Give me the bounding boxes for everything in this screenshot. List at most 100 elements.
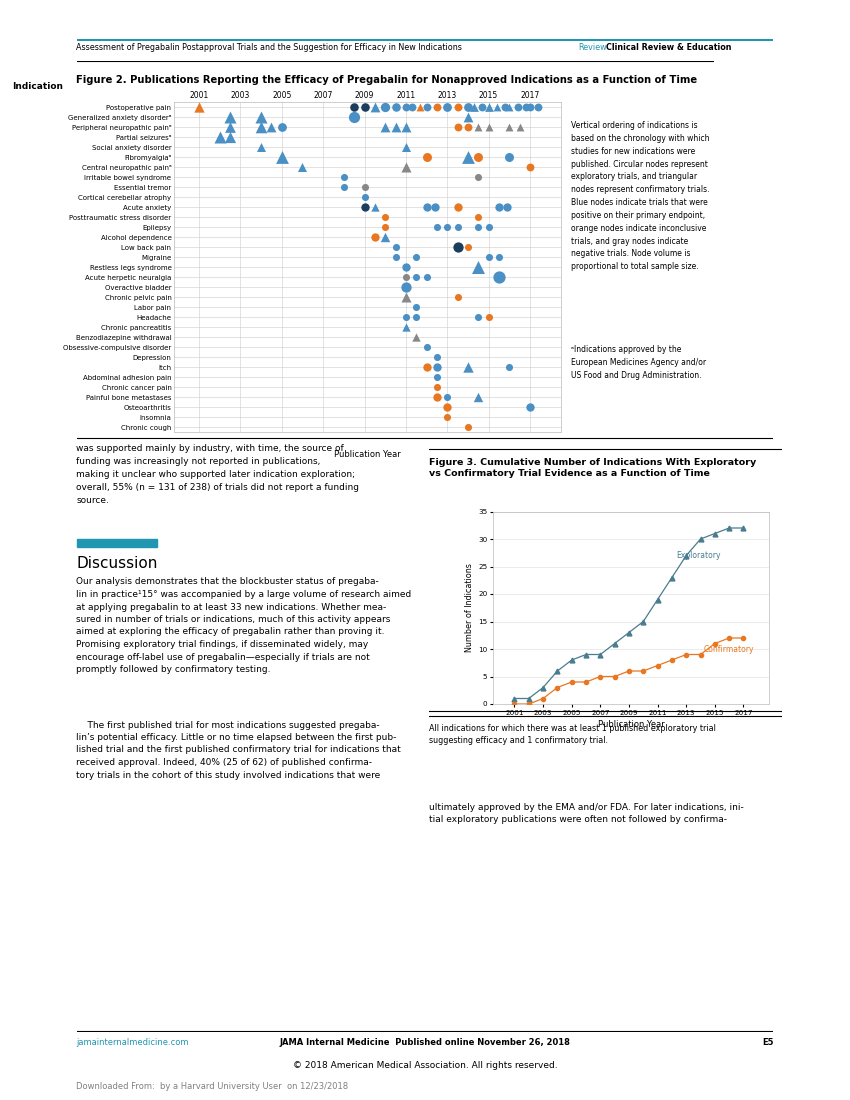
Point: [450, 288, 464, 306]
Point: [482, 219, 496, 236]
Point: [482, 249, 496, 266]
Point: [450, 219, 464, 236]
Text: Publication Year: Publication Year: [334, 451, 401, 460]
Point: [450, 99, 464, 117]
Point: [400, 268, 413, 286]
Point: [472, 148, 485, 166]
Text: Discussion: Discussion: [76, 557, 158, 571]
Point: [440, 408, 454, 426]
Point: [400, 288, 413, 306]
Point: [410, 268, 423, 286]
Text: jamainternalmedicine.com: jamainternalmedicine.com: [76, 1038, 189, 1047]
Text: All indications for which there was at least 1 published exploratory trial
sugge: All indications for which there was at l…: [429, 724, 716, 746]
Point: [410, 249, 423, 266]
Point: [492, 198, 506, 216]
Point: [378, 219, 392, 236]
Point: [502, 119, 516, 136]
Point: [430, 219, 444, 236]
Text: ᵃIndications approved by the
European Medicines Agency and/or
US Food and Drug A: ᵃIndications approved by the European Me…: [571, 344, 706, 380]
Point: [492, 249, 506, 266]
Point: [405, 99, 419, 117]
Point: [224, 129, 237, 146]
Point: [440, 99, 454, 117]
Text: Confirmatory: Confirmatory: [704, 645, 754, 653]
Text: Figure 2. Publications Reporting the Efficacy of Pregabalin for Nonapproved Indi: Figure 2. Publications Reporting the Eff…: [76, 76, 698, 86]
Point: [430, 388, 444, 406]
Point: [472, 308, 485, 326]
Point: [476, 99, 490, 117]
Point: [440, 388, 454, 406]
Point: [502, 359, 516, 376]
Point: [420, 198, 434, 216]
Point: [420, 268, 434, 286]
Point: [254, 119, 268, 136]
Point: [420, 148, 434, 166]
Point: [462, 109, 475, 126]
Point: [254, 109, 268, 126]
Point: [524, 158, 537, 176]
Text: Vertical ordering of indications is
based on the chronology with which
studies f: Vertical ordering of indications is base…: [571, 121, 710, 272]
Point: [348, 99, 361, 117]
Text: ultimately approved by the EMA and/or FDA. For later indications, ini-
tial expl: ultimately approved by the EMA and/or FD…: [429, 803, 744, 825]
Text: The first published trial for most indications suggested pregaba-
lin’s potentia: The first published trial for most indic…: [76, 720, 401, 780]
Point: [224, 119, 237, 136]
Point: [388, 249, 402, 266]
Text: Clinical Review & Education: Clinical Review & Education: [606, 43, 732, 52]
Point: [378, 229, 392, 246]
Point: [388, 239, 402, 256]
Point: [440, 398, 454, 416]
Point: [213, 129, 227, 146]
Point: [450, 239, 464, 256]
Point: [450, 119, 464, 136]
Point: [513, 119, 526, 136]
Point: [430, 99, 444, 117]
Point: [511, 99, 524, 117]
Point: [462, 359, 475, 376]
Text: Figure 3. Cumulative Number of Indications With Exploratory
vs Confirmatory Tria: Figure 3. Cumulative Number of Indicatio…: [429, 458, 756, 478]
Point: [358, 198, 371, 216]
Point: [400, 278, 413, 296]
Text: Assessment of Pregabalin Postapproval Trials and the Suggestion for Efficacy in : Assessment of Pregabalin Postapproval Tr…: [76, 43, 462, 52]
Point: [472, 219, 485, 236]
Text: © 2018 American Medical Association. All rights reserved.: © 2018 American Medical Association. All…: [292, 1062, 558, 1070]
Point: [462, 418, 475, 436]
Text: Review: Review: [578, 43, 607, 52]
Point: [482, 119, 496, 136]
Point: [400, 258, 413, 276]
Point: [414, 99, 428, 117]
Text: E5: E5: [762, 1038, 774, 1047]
Point: [462, 99, 475, 117]
Point: [275, 148, 289, 166]
Point: [450, 198, 464, 216]
Point: [368, 229, 382, 246]
Point: [482, 99, 496, 117]
Point: [531, 99, 545, 117]
Point: [501, 198, 514, 216]
Point: [430, 349, 444, 366]
Point: [400, 158, 413, 176]
Point: [492, 268, 506, 286]
Point: [472, 388, 485, 406]
Point: [430, 359, 444, 376]
Point: [358, 178, 371, 196]
Point: [348, 109, 361, 126]
Point: [519, 99, 533, 117]
Point: [472, 168, 485, 186]
Point: [462, 148, 475, 166]
Point: [358, 188, 371, 206]
Point: [368, 99, 382, 117]
Point: [472, 258, 485, 276]
Point: [400, 99, 413, 117]
Point: [254, 139, 268, 156]
Point: [192, 99, 206, 117]
Point: [498, 99, 512, 117]
Point: [410, 308, 423, 326]
Point: [368, 198, 382, 216]
Point: [358, 99, 371, 117]
Point: [224, 109, 237, 126]
Point: [378, 119, 392, 136]
Point: [440, 219, 454, 236]
X-axis label: Publication Year: Publication Year: [598, 719, 665, 728]
Point: [482, 308, 496, 326]
Point: [337, 178, 351, 196]
